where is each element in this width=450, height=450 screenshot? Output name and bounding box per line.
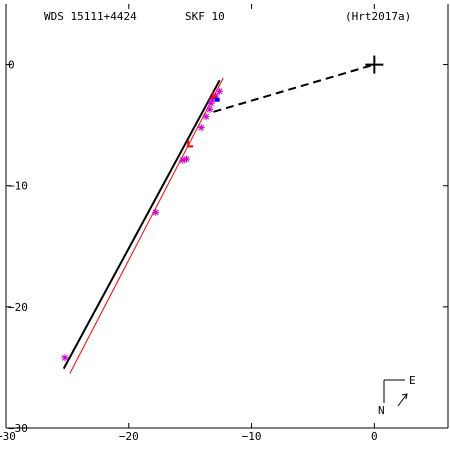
node-line <box>213 63 375 113</box>
compass-north-label: N <box>378 404 385 417</box>
fit-line <box>69 77 224 374</box>
recent-observation <box>214 97 220 102</box>
fit-line-segment <box>69 77 224 374</box>
primary-star-marker <box>365 55 384 74</box>
compass-rose: E N <box>378 374 416 417</box>
observation-marker <box>206 105 214 113</box>
x-tick-label: −30 <box>0 430 16 443</box>
y-tick-label: −10 <box>8 180 28 193</box>
orbit-line <box>62 79 221 370</box>
y-tick-label: −20 <box>8 301 28 314</box>
observation-stroke <box>61 354 68 361</box>
observation-stroke <box>208 100 215 107</box>
observation-stroke <box>198 124 205 131</box>
observation-marker <box>202 113 210 121</box>
observation-markers <box>61 87 224 362</box>
observation-stroke <box>216 88 223 95</box>
observation-marker <box>207 99 215 107</box>
observation-marker <box>182 155 190 163</box>
axis-tick-labels: −30 −20 −10 0 0 −10 −20 −30 <box>0 59 378 443</box>
observation-marker <box>152 208 160 216</box>
observation-marker <box>197 124 205 132</box>
observation-stroke <box>179 157 186 164</box>
axis-ticks <box>5 4 448 429</box>
observation-stroke <box>183 156 190 163</box>
reference-label: (Hrt2017a) <box>345 10 411 23</box>
x-tick-label: −10 <box>242 430 262 443</box>
observation-stroke <box>152 209 159 216</box>
compass-arrow-icon <box>397 393 408 407</box>
x-tick-label: −20 <box>119 430 139 443</box>
y-tick-label: −30 <box>8 422 28 435</box>
observation-stroke <box>203 113 210 120</box>
wds-label: WDS 15111+4424 <box>44 10 137 23</box>
observation-marker <box>61 354 69 362</box>
observation-stroke <box>206 106 213 113</box>
compass-arrowhead-icon <box>401 393 408 400</box>
discoverer-label: SKF 10 <box>185 10 225 23</box>
y-tick-label: 0 <box>8 59 15 72</box>
plot-frame <box>5 4 449 429</box>
recent-point <box>214 97 220 102</box>
node-dashed-line <box>213 63 375 113</box>
residual-mark <box>187 140 194 148</box>
compass-east-label: E <box>409 374 416 387</box>
x-tick-label: 0 <box>371 430 378 443</box>
observation-marker <box>216 87 224 95</box>
orbit-segment <box>62 79 221 370</box>
